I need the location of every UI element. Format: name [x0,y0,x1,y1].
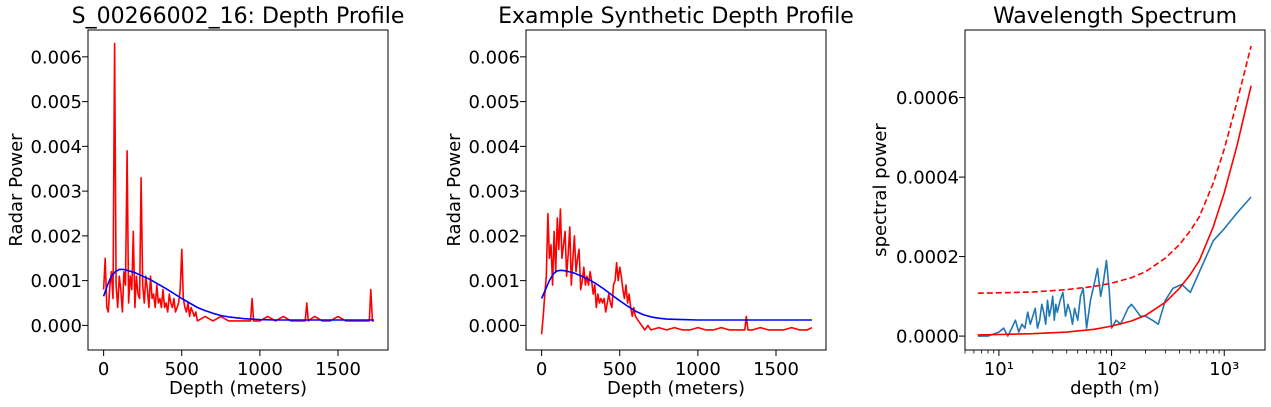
y-tick-label: 0.000 [30,316,82,337]
y-tick-label: 0.0006 [896,88,959,109]
chart-panel-1: 0 500 1000 1500 0.000 0.001 0.002 0.003 0.004 0.0… [6,4,404,399]
chart-title: Example Synthetic Depth Profile [498,4,854,29]
chart-panel-3: 10¹ 10² 10³ 0.0000 0.0002 0.0004 0.0006 Wavelen… [870,4,1266,399]
y-tick-label: 0.005 [30,92,82,113]
series-line-2 [977,85,1252,336]
series-line-2 [102,268,374,321]
y-tick-label: 0.003 [30,182,82,203]
x-axis-label: depth (m) [1070,378,1160,399]
x-tick-label: 500 [165,359,199,380]
y-tick-label: 0.006 [468,47,520,68]
y-axis-label: Radar Power [6,133,27,247]
y-tick-label: 0.006 [30,47,82,68]
x-tick-label: 0 [536,359,547,380]
chart-title: Wavelength Spectrum [993,4,1237,29]
y-tick-label: 0.005 [468,92,520,113]
plot-frame [87,29,389,351]
x-tick-label: 1000 [237,359,283,380]
y-tick-label: 0.004 [30,137,82,158]
x-tick-label: 0 [98,359,109,380]
x-tick-label: 1500 [753,359,799,380]
y-tick-label: 0.001 [468,271,520,292]
series-line-1 [977,196,1252,337]
y-tick-label: 0.002 [468,226,520,247]
chart-panel-2: 0 500 1000 1500 0.000 0.001 0.002 0.003 0.004 0.0… [444,4,854,399]
series-group [540,208,813,335]
x-tick-label: 1000 [675,359,721,380]
x-tick-label: 10³ [1209,359,1239,380]
y-axis-label: Radar Power [444,133,465,247]
chart-title: S_00266002_16: Depth Profile [72,4,405,29]
series-line-1 [102,42,374,322]
y-tick-label: 0.0004 [896,168,959,189]
series-line-3 [977,45,1252,294]
y-tick-label: 0.003 [468,182,520,203]
x-tick-label: 1500 [315,359,361,380]
x-axis-label: Depth (meters) [169,378,307,399]
x-tick-label: 10¹ [984,359,1014,380]
plot-frame [525,29,827,351]
y-tick-label: 0.001 [30,271,82,292]
y-axis-label: spectral power [870,123,891,257]
series-line-2 [540,269,812,321]
x-tick-label: 500 [603,359,637,380]
x-axis-label: Depth (meters) [607,378,745,399]
y-tick-label: 0.000 [468,316,520,337]
y-tick-label: 0.004 [468,137,520,158]
series-group [102,42,374,322]
series-group [977,45,1252,337]
x-tick-label: 10² [1097,359,1127,380]
y-tick-label: 0.0002 [896,247,959,268]
y-tick-label: 0.0000 [896,327,959,348]
plot-frame [964,29,1266,351]
y-tick-label: 0.002 [30,226,82,247]
series-line-1 [540,208,813,335]
